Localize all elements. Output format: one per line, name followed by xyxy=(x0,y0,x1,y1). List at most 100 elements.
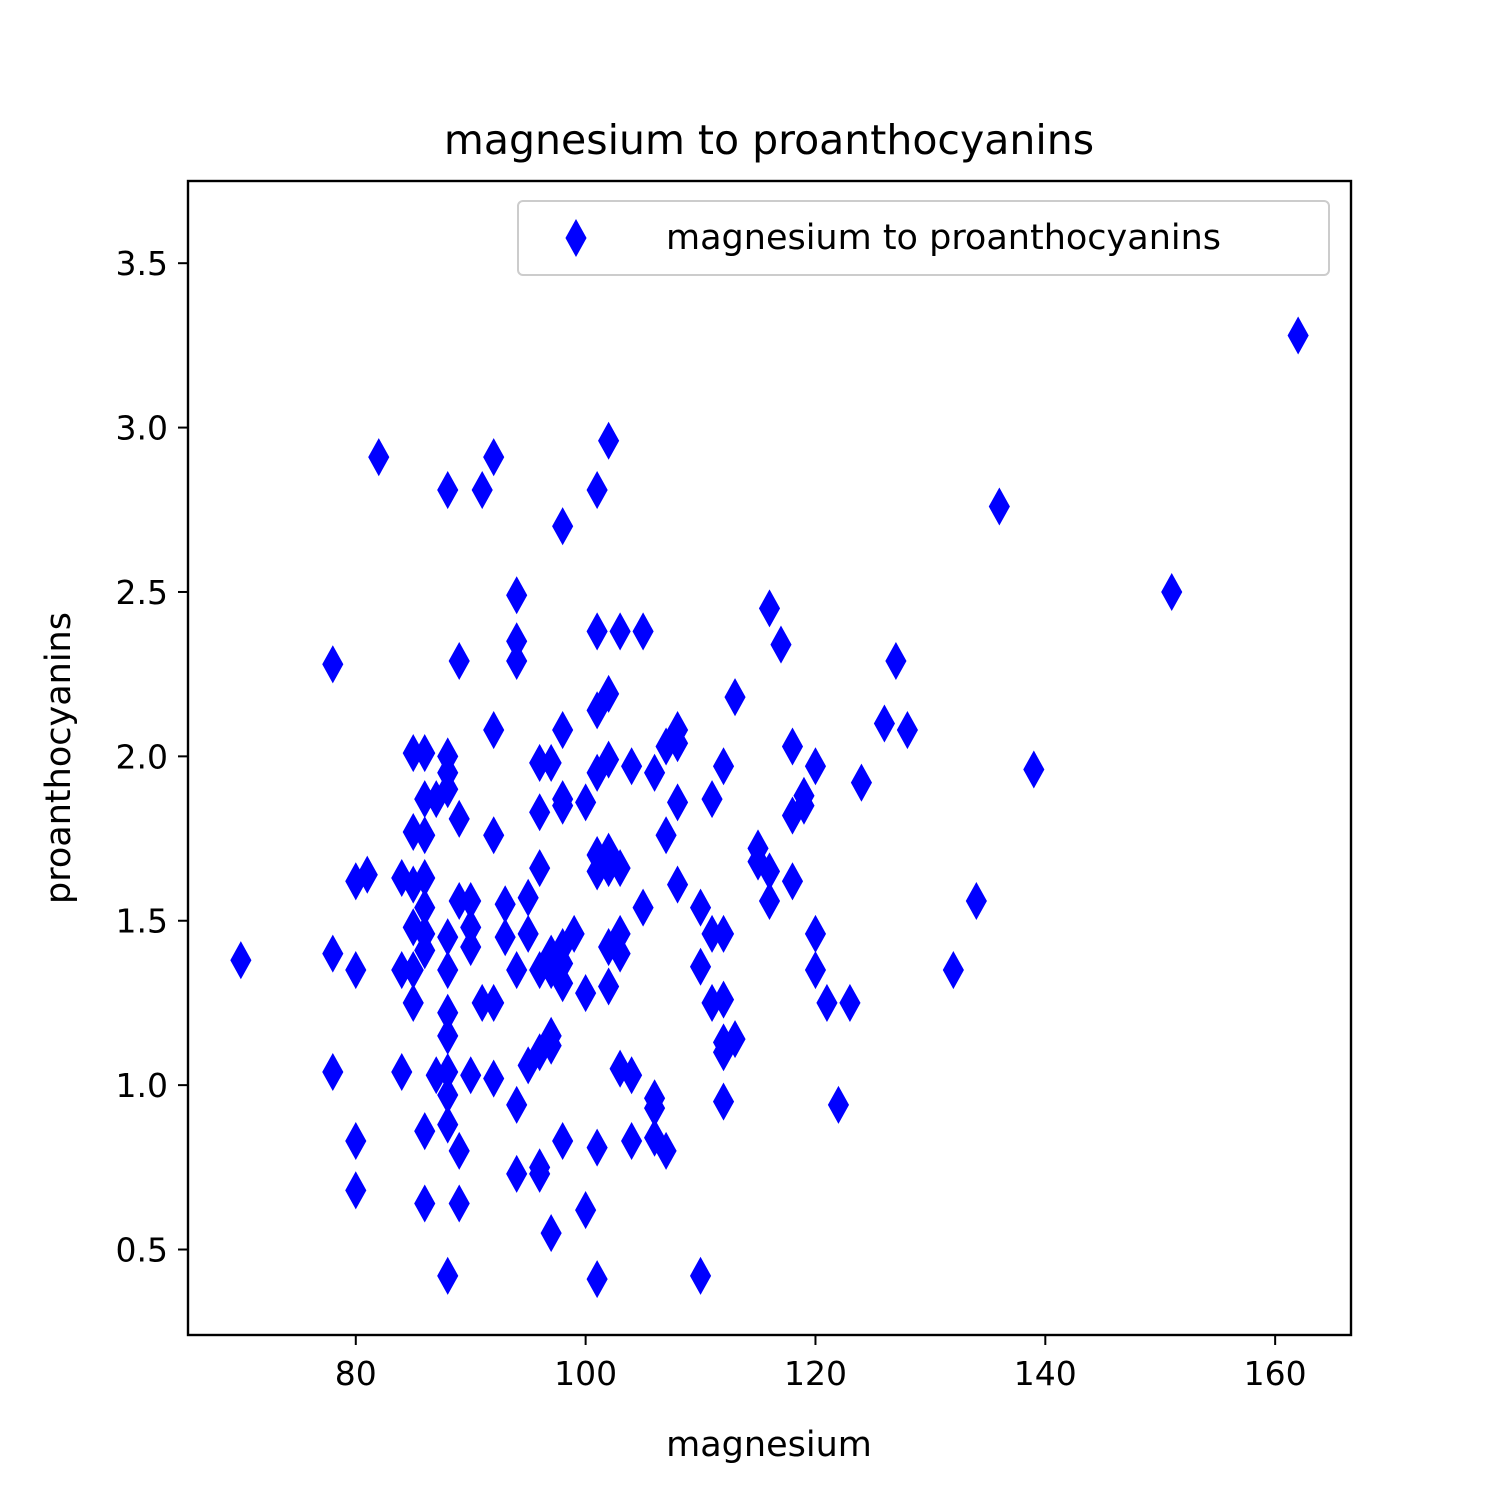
data-point xyxy=(448,799,470,838)
data-point xyxy=(529,849,551,888)
data-point xyxy=(1161,572,1183,611)
data-point xyxy=(598,740,620,779)
data-point xyxy=(609,849,631,888)
data-point xyxy=(552,964,574,1003)
data-point xyxy=(609,934,631,973)
data-point xyxy=(666,783,689,822)
data-point xyxy=(804,747,827,786)
data-point xyxy=(391,1052,413,1092)
legend-label: magnesium to proanthocyanins xyxy=(666,218,1221,258)
data-point xyxy=(827,1085,850,1124)
data-point xyxy=(437,1105,459,1144)
data-point xyxy=(689,947,712,986)
points-layer xyxy=(230,316,1309,1299)
x-axis: 80 100 120 140 160 xyxy=(335,1335,1307,1393)
data-point xyxy=(437,1016,459,1055)
data-point xyxy=(575,1191,597,1230)
data-point xyxy=(781,862,804,901)
data-point xyxy=(586,1260,608,1299)
data-point xyxy=(345,1121,367,1161)
data-point xyxy=(804,951,827,990)
data-point xyxy=(712,1082,735,1121)
data-point xyxy=(666,865,689,904)
data-point xyxy=(483,983,505,1022)
data-point xyxy=(770,625,792,664)
data-point xyxy=(460,928,482,967)
data-point xyxy=(506,951,528,990)
data-point xyxy=(621,1056,643,1095)
data-point xyxy=(552,711,574,750)
data-point xyxy=(437,471,459,510)
data-point xyxy=(586,691,608,730)
y-axis-label: proanthocyanins xyxy=(39,612,79,904)
data-point xyxy=(471,471,493,510)
data-point xyxy=(598,967,620,1006)
legend: magnesium to proanthocyanins xyxy=(517,200,1330,276)
plot-frame xyxy=(186,179,1353,1337)
data-point xyxy=(712,914,735,953)
y-axis: 0.5 1.0 1.5 2.0 2.5 3.0 3.5 xyxy=(116,244,188,1270)
data-point xyxy=(621,1121,643,1161)
data-point xyxy=(804,914,827,953)
data-point xyxy=(839,983,861,1022)
data-point xyxy=(816,983,838,1022)
data-point xyxy=(552,786,574,825)
data-point xyxy=(965,881,987,921)
data-point xyxy=(758,881,781,921)
data-point xyxy=(689,888,712,927)
y-tick-label: 2.0 xyxy=(116,737,168,776)
data-point xyxy=(506,1154,528,1193)
data-point xyxy=(632,612,654,651)
data-point xyxy=(414,816,436,855)
data-point xyxy=(483,438,505,477)
data-point xyxy=(632,888,654,927)
data-point xyxy=(885,641,907,681)
data-point xyxy=(414,1112,436,1151)
data-point xyxy=(345,951,367,990)
data-point xyxy=(402,983,424,1022)
data-point xyxy=(655,816,677,855)
data-point xyxy=(540,1026,562,1065)
data-point xyxy=(575,783,597,822)
data-point xyxy=(712,980,735,1019)
data-point xyxy=(448,1184,470,1223)
x-tick-label: 140 xyxy=(1014,1354,1077,1393)
data-point xyxy=(712,747,735,786)
y-tick-label: 3.5 xyxy=(116,244,168,283)
data-point xyxy=(655,1131,677,1170)
x-axis-label: magnesium xyxy=(666,1425,872,1465)
data-point xyxy=(575,974,597,1013)
data-point xyxy=(1023,750,1045,789)
data-point xyxy=(644,753,666,792)
data-point xyxy=(368,438,390,477)
data-point xyxy=(540,743,562,782)
data-point xyxy=(586,612,608,651)
data-point xyxy=(666,724,689,763)
data-point xyxy=(506,641,528,681)
data-point xyxy=(793,776,815,815)
y-tick-label: 1.5 xyxy=(116,902,168,941)
data-point xyxy=(494,885,516,924)
data-point xyxy=(322,1052,344,1092)
data-point xyxy=(621,747,643,786)
data-point xyxy=(529,1154,551,1193)
data-point xyxy=(517,914,539,953)
data-point xyxy=(230,941,252,980)
x-tick-label: 80 xyxy=(335,1354,377,1393)
y-tick-label: 3.0 xyxy=(116,409,168,448)
data-point xyxy=(506,576,528,615)
x-tick-label: 100 xyxy=(554,1354,617,1393)
data-point xyxy=(586,471,608,510)
data-point xyxy=(448,1131,470,1170)
data-point xyxy=(850,763,873,802)
data-point xyxy=(437,1256,459,1295)
legend-box xyxy=(517,200,1330,276)
data-point xyxy=(758,589,781,628)
chart-title: magnesium to proanthocyanins xyxy=(444,116,1094,164)
data-point xyxy=(563,914,585,953)
data-point xyxy=(942,951,964,990)
data-point xyxy=(598,421,620,460)
data-point xyxy=(586,1128,608,1167)
data-point xyxy=(540,1214,562,1253)
x-tick-label: 160 xyxy=(1244,1354,1307,1393)
